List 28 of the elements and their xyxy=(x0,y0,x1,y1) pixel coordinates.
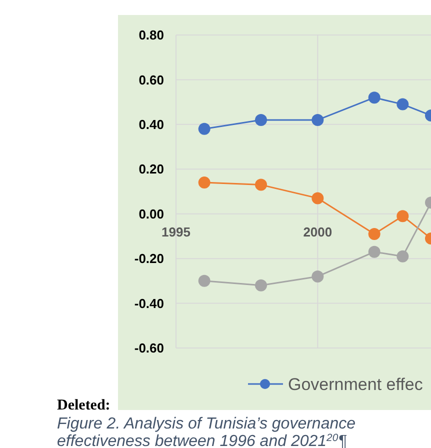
y-tick-label: 0.60 xyxy=(138,72,164,88)
point xyxy=(198,176,210,189)
point xyxy=(255,178,267,191)
y-tick-label: -0.40 xyxy=(134,296,164,311)
y-tick-label: -0.20 xyxy=(134,251,164,266)
point xyxy=(368,228,380,240)
point xyxy=(198,122,210,135)
legend-label: Government effec xyxy=(288,374,424,394)
y-tick-label: 0.20 xyxy=(138,162,164,177)
point xyxy=(312,270,324,282)
x-tick-label: 1995 xyxy=(162,224,190,240)
y-tick-label: -0.60 xyxy=(134,340,164,356)
point xyxy=(255,114,267,126)
point xyxy=(312,192,324,204)
point xyxy=(396,98,409,110)
point xyxy=(396,210,409,222)
point xyxy=(396,250,409,262)
point xyxy=(368,246,380,258)
point xyxy=(368,92,380,104)
y-tick-label: 0.40 xyxy=(138,116,164,132)
point xyxy=(198,274,210,287)
y-tick-label: 0.00 xyxy=(138,206,164,222)
point xyxy=(255,279,267,292)
point xyxy=(312,114,324,126)
y-tick-label: 0.80 xyxy=(138,28,164,43)
text: Deleted: xyxy=(57,397,110,414)
caption: Figure 2. Analysis of Tunisia’s governance effectiveness between 1996 and 2021$^{20}$¶ xyxy=(57,415,356,448)
x-tick-label: 2000 xyxy=(303,224,332,240)
